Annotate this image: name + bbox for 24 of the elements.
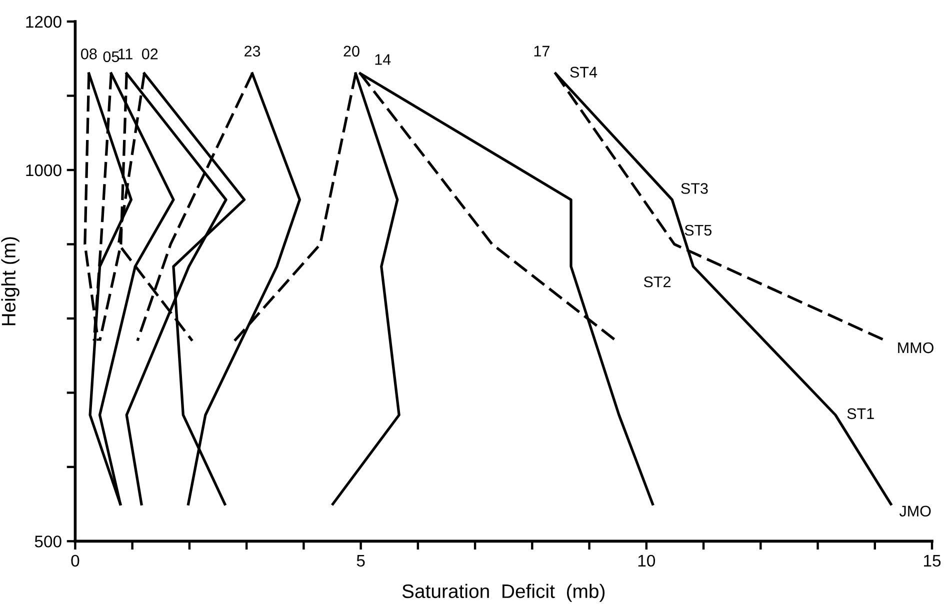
y-tick-label: 1000 xyxy=(26,164,62,176)
annotation: 23 xyxy=(244,46,260,57)
annotation: 17 xyxy=(534,46,550,56)
annotation: 02 xyxy=(142,48,158,60)
annotation: ST2 xyxy=(644,276,670,288)
annotation: MMO xyxy=(898,342,934,354)
x-tick-label: 15 xyxy=(924,555,941,567)
annotation: 14 xyxy=(375,54,391,65)
annotation: 05 xyxy=(103,51,120,62)
annotation: ST4 xyxy=(570,66,598,78)
x-axis-title: Saturation Deficit (mb) xyxy=(402,584,605,602)
annotation: ST5 xyxy=(684,224,712,236)
annotation: 08 xyxy=(81,48,97,60)
y-tick-label: 500 xyxy=(34,536,62,548)
x-tick-label: 0 xyxy=(71,554,80,567)
annotation: ST3 xyxy=(681,183,708,194)
y-tick-label: 1200 xyxy=(26,16,62,28)
annotation: 20 xyxy=(344,46,360,57)
x-tick-label: 10 xyxy=(638,554,656,567)
y-axis-title: Height (m) xyxy=(1,237,20,326)
annotation: ST1 xyxy=(847,408,874,420)
annotation: 11 xyxy=(118,48,132,60)
annotation: JMO xyxy=(899,506,931,517)
x-tick-label: 5 xyxy=(356,555,365,567)
